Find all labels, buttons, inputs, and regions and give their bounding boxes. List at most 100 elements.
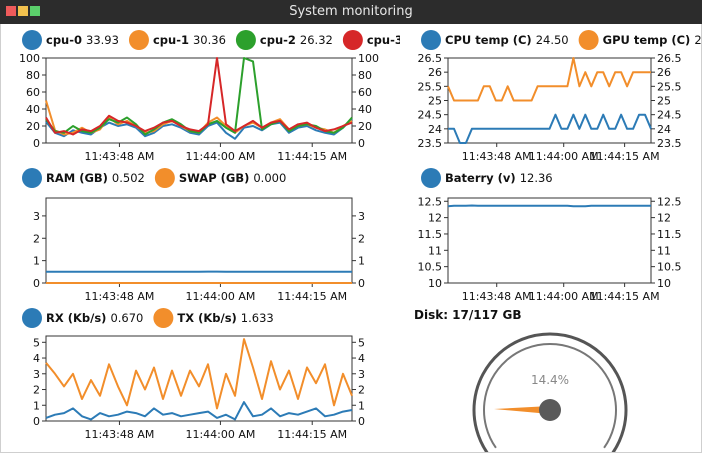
- y-tick-label-left: 26.5: [418, 52, 443, 65]
- legend-label: cpu-3: [367, 33, 400, 47]
- legend-swatch: [342, 30, 363, 50]
- y-tick-label-left: 0: [33, 137, 40, 150]
- legend-swatch: [235, 30, 256, 50]
- y-tick-label-right: 0: [358, 277, 365, 290]
- legend-swatch: [22, 30, 42, 50]
- y-tick-label-right: 24.5: [657, 109, 682, 122]
- y-tick-label-left: 5: [33, 336, 40, 349]
- plot-frame: [45, 335, 353, 422]
- gauge-hub: [539, 399, 561, 421]
- y-tick-label-left: 3: [33, 210, 40, 223]
- legend-label: cpu-2: [260, 33, 296, 47]
- x-tick-label: 11:44:00 AM: [529, 290, 599, 303]
- y-tick-label-right: 10.5: [657, 261, 682, 274]
- legend-value: 30.36: [193, 33, 226, 47]
- legend-value: 33.93: [86, 33, 119, 47]
- gauge-outer-arc: [472, 332, 628, 452]
- legend-item-gpu-temp-c: GPU temp (C)26.00: [578, 30, 702, 50]
- y-tick-label-left: 40: [26, 103, 40, 116]
- legend-label: cpu-1: [153, 33, 189, 47]
- y-tick-label-right: 3: [358, 210, 365, 223]
- y-tick-label-right: 11.5: [657, 228, 682, 241]
- y-tick-label-right: 100: [358, 52, 379, 65]
- y-tick-label-right: 25: [657, 95, 671, 108]
- y-tick-label-right: 0: [358, 137, 365, 150]
- legend-label: RX (Kb/s): [46, 311, 106, 325]
- y-tick-label-right: 80: [358, 69, 372, 82]
- network-chart: RX (Kb/s) 0.670 TX (Kb/s) 1.633 0 0 1 1 2 2 3 3 4 4 5 5…: [22, 308, 365, 441]
- series-line-cpu-1: [45, 100, 353, 136]
- legend-label: cpu-0: [46, 33, 82, 47]
- legend-item-cpu-3: cpu-327.59: [342, 30, 400, 50]
- y-tick-label-left: 20: [26, 120, 40, 133]
- legend-value: 26.00: [694, 33, 702, 47]
- legend-value: 24.50: [536, 33, 569, 47]
- y-tick-label-left: 3: [33, 368, 40, 381]
- legend-label: CPU temp (C): [445, 33, 532, 47]
- x-tick-label: 11:44:15 AM: [277, 150, 347, 163]
- legend-swatch: [153, 308, 174, 328]
- y-tick-label-right: 2: [358, 384, 365, 397]
- y-tick-label-left: 24: [428, 123, 442, 136]
- y-tick-label-left: 25.5: [418, 80, 443, 93]
- y-tick-label-left: 10: [428, 277, 442, 290]
- legend-swatch: [154, 168, 175, 188]
- x-tick-label: 11:44:15 AM: [590, 290, 660, 303]
- series-line-rx-kb-s: [45, 401, 353, 421]
- legend-item-swap-gb: SWAP (GB) 0.000: [154, 168, 286, 188]
- x-tick-label: 11:44:15 AM: [277, 290, 347, 303]
- y-tick-label-right: 60: [358, 86, 372, 99]
- series-line-cpu-2: [45, 57, 353, 136]
- y-tick-label-right: 10: [657, 277, 671, 290]
- y-tick-label-right: 0: [358, 415, 365, 428]
- legend-item-cpu-2: cpu-2 26.32: [235, 30, 333, 50]
- legend-swatch: [421, 168, 441, 188]
- y-tick-label-right: 3: [358, 368, 365, 381]
- legend-swatch: [22, 168, 42, 188]
- x-tick-label: 11:44:15 AM: [277, 428, 347, 441]
- temperature-chart: CPU temp (C) 24.50 GPU temp (C)26.00 23.5 23…: [418, 30, 702, 163]
- series-line-gpu-temp-c: [447, 57, 651, 102]
- legend-value: 0.670: [110, 311, 143, 325]
- legend-item-cpu-0: cpu-0 33.93: [22, 30, 119, 50]
- x-tick-label: 11:43:48 AM: [462, 290, 532, 303]
- minimize-window-button[interactable]: [18, 6, 28, 16]
- legend-value: 0.502: [112, 171, 145, 185]
- legend-label: RAM (GB): [46, 171, 108, 185]
- legend-item-tx-kb-s: TX (Kb/s) 1.633: [153, 308, 274, 328]
- window-title: System monitoring: [289, 4, 413, 19]
- y-tick-label-left: 11: [428, 244, 442, 257]
- y-tick-label-right: 1: [358, 255, 365, 268]
- gauge-inner-arc: [483, 343, 617, 449]
- y-tick-label-left: 0: [33, 415, 40, 428]
- y-tick-label-right: 1: [358, 399, 365, 412]
- legend-swatch: [128, 30, 149, 50]
- y-tick-label-right: 12: [657, 212, 671, 225]
- title-bar[interactable]: System monitoring: [0, 0, 702, 24]
- legend-item-ram-gb: RAM (GB) 0.502: [22, 168, 145, 188]
- legend-value: 0.000: [253, 171, 286, 185]
- plot-frame: [447, 197, 652, 284]
- legend-value: 1.633: [241, 311, 274, 325]
- x-tick-label: 11:44:00 AM: [185, 290, 255, 303]
- legend-swatch: [22, 308, 42, 328]
- maximize-window-button[interactable]: [30, 6, 40, 16]
- x-tick-label: 11:43:48 AM: [84, 290, 154, 303]
- y-tick-label-right: 25.5: [657, 80, 682, 93]
- y-tick-label-left: 4: [33, 352, 40, 365]
- y-tick-label-right: 20: [358, 120, 372, 133]
- x-tick-label: 11:44:00 AM: [185, 428, 255, 441]
- y-tick-label-right: 5: [358, 336, 365, 349]
- y-tick-label-right: 11: [657, 244, 671, 257]
- x-tick-label: 11:43:48 AM: [462, 150, 532, 163]
- disk-usage-label: Disk: 17/117 GB: [414, 308, 522, 322]
- y-tick-label-left: 11.5: [418, 228, 443, 241]
- y-tick-label-right: 4: [358, 352, 365, 365]
- x-tick-label: 11:43:48 AM: [84, 428, 154, 441]
- y-tick-label-left: 12: [428, 212, 442, 225]
- legend-item-baterry-v: Baterry (v) 12.36: [421, 168, 553, 188]
- x-tick-label: 11:43:48 AM: [84, 150, 154, 163]
- close-window-button[interactable]: [6, 6, 16, 16]
- y-tick-label-right: 2: [358, 232, 365, 245]
- y-tick-label-left: 10.5: [418, 261, 443, 274]
